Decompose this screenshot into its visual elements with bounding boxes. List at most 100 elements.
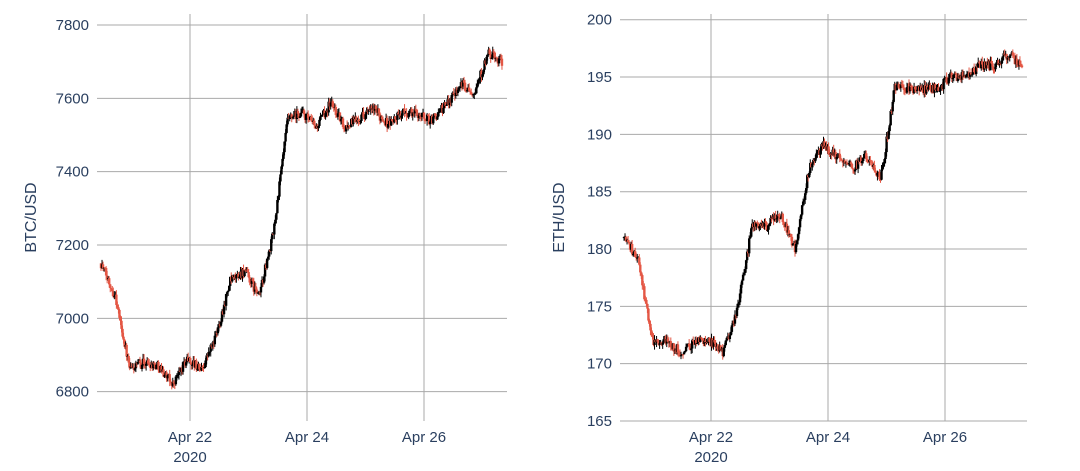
btc-candle-body bbox=[374, 105, 378, 109]
eth-candle-body bbox=[741, 274, 745, 281]
btc-candle-body bbox=[290, 114, 293, 118]
btc-candle-body bbox=[136, 361, 140, 364]
btc-candle-body bbox=[163, 374, 166, 377]
btc-y-axis-label: BTC/USD bbox=[23, 182, 40, 252]
btc-candle-body bbox=[300, 110, 304, 113]
btc-candle-body bbox=[473, 93, 476, 95]
btc-candle-body bbox=[121, 328, 124, 337]
eth-candle-body bbox=[859, 157, 863, 164]
eth-candle-body bbox=[879, 179, 882, 181]
btc-candle-body bbox=[339, 119, 343, 121]
eth-ytick-label: 195 bbox=[587, 69, 612, 86]
eth-candle-body bbox=[836, 156, 839, 158]
eth-candle-body bbox=[712, 340, 715, 347]
eth-candle-body bbox=[873, 165, 876, 171]
btc-candle-body bbox=[425, 114, 429, 121]
eth-candle-body bbox=[935, 88, 938, 90]
btc-candle-body bbox=[477, 80, 480, 85]
eth-candle-body bbox=[952, 74, 955, 78]
eth-ytick-label: 180 bbox=[587, 241, 612, 258]
eth-candle-body bbox=[755, 222, 758, 227]
btc-candle-body bbox=[277, 196, 280, 201]
btc-candle-body bbox=[362, 111, 365, 117]
btc-candle-body bbox=[286, 117, 289, 125]
btc-candle-body bbox=[423, 118, 427, 121]
eth-candle-body bbox=[708, 337, 711, 342]
btc-candle-body bbox=[327, 101, 330, 113]
eth-candle-body bbox=[651, 335, 654, 337]
btc-candle-body bbox=[295, 110, 299, 120]
btc-candle-body bbox=[500, 58, 504, 66]
btc-candle-body bbox=[298, 116, 302, 118]
eth-candle-body bbox=[647, 308, 650, 321]
btc-candle-body bbox=[434, 113, 437, 116]
eth-candle-body bbox=[633, 251, 637, 257]
btc-candle-body bbox=[488, 49, 491, 55]
btc-ytick-label: 6800 bbox=[56, 384, 89, 401]
eth-candle-body bbox=[878, 172, 881, 180]
eth-candle-body bbox=[835, 156, 838, 160]
btc-candle-body bbox=[468, 90, 472, 92]
btc-candle-body bbox=[381, 119, 385, 122]
eth-candle-body bbox=[713, 340, 716, 343]
btc-candle-body bbox=[463, 82, 467, 91]
eth-candle-body bbox=[876, 172, 879, 176]
btc-candle-body bbox=[220, 311, 224, 322]
btc-candle-body bbox=[251, 278, 254, 281]
btc-candle-body bbox=[120, 320, 123, 329]
btc-candle-body bbox=[334, 107, 338, 115]
eth-candle-body bbox=[627, 241, 631, 244]
eth-candle-body bbox=[980, 61, 983, 69]
btc-candle-body bbox=[196, 368, 199, 370]
eth-ytick-label: 175 bbox=[587, 298, 612, 315]
eth-candle-body bbox=[838, 153, 841, 159]
btc-candle-body bbox=[214, 332, 218, 336]
eth-candle-body bbox=[823, 141, 826, 148]
btc-candle-body bbox=[492, 51, 495, 53]
btc-candle-body bbox=[364, 114, 367, 120]
eth-candle-body bbox=[1009, 54, 1012, 56]
btc-candle-body bbox=[320, 115, 323, 117]
eth-candle-body bbox=[1018, 60, 1022, 65]
eth-candle-body bbox=[722, 347, 725, 357]
eth-candle-body bbox=[677, 352, 681, 354]
eth-candle-body bbox=[685, 344, 689, 347]
eth-candle-body bbox=[682, 352, 686, 355]
eth-candle-body bbox=[648, 320, 651, 324]
eth-candle-body bbox=[915, 89, 919, 91]
btc-candle-body bbox=[370, 106, 373, 110]
btc-candle-body bbox=[271, 233, 274, 240]
btc-candle-body bbox=[274, 219, 277, 224]
btc-candle-body bbox=[489, 54, 492, 60]
btc-candle-body bbox=[200, 366, 203, 371]
btc-candle-body bbox=[367, 109, 370, 112]
eth-candle-body bbox=[828, 154, 831, 156]
btc-candle-body bbox=[408, 111, 411, 114]
eth-candle-body bbox=[683, 351, 687, 353]
btc-candle-body bbox=[213, 335, 217, 345]
btc-candle-body bbox=[260, 279, 264, 287]
eth-candle-body bbox=[645, 299, 648, 304]
btc-candle-body bbox=[111, 288, 114, 292]
eth-candle-body bbox=[860, 160, 864, 164]
btc-candle-body bbox=[238, 276, 241, 278]
btc-candle-body bbox=[382, 121, 386, 123]
eth-candle-body bbox=[750, 228, 753, 237]
eth-candle-body bbox=[669, 341, 673, 348]
eth-candle-body bbox=[1008, 55, 1011, 58]
btc-candle-body bbox=[198, 363, 201, 370]
btc-candle-body bbox=[169, 381, 172, 383]
eth-candles bbox=[622, 49, 1024, 360]
eth-candle-body bbox=[869, 159, 872, 162]
btc-candle-body bbox=[476, 84, 479, 88]
eth-candle-body bbox=[765, 222, 768, 230]
btc-candle-body bbox=[222, 304, 226, 315]
btc-candle-body bbox=[246, 269, 249, 273]
btc-candle-body bbox=[190, 362, 193, 366]
btc-candle-body bbox=[444, 102, 447, 106]
eth-candle-body bbox=[891, 101, 894, 112]
eth-candle-body bbox=[925, 85, 928, 94]
btc-candle-body bbox=[415, 109, 419, 117]
eth-candle-body bbox=[882, 163, 885, 167]
